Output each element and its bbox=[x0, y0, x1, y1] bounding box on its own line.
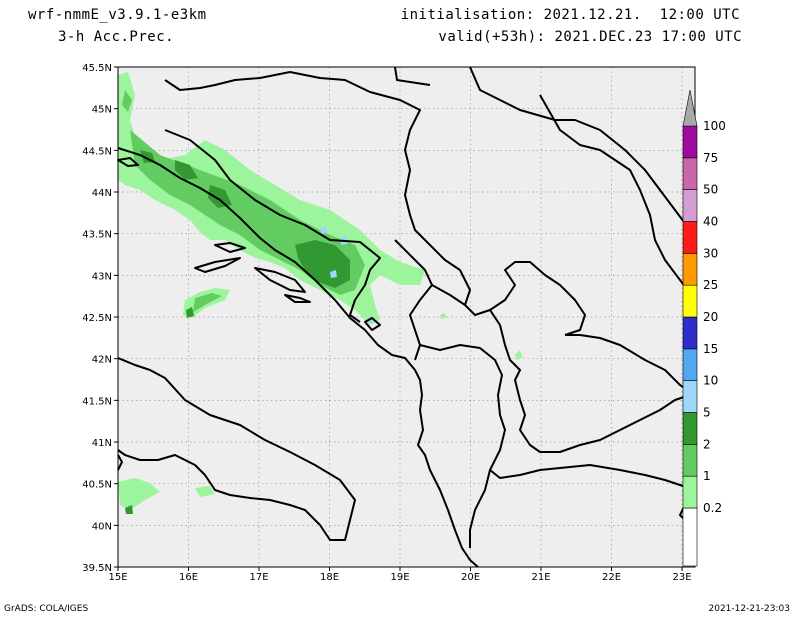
colorbar-segment bbox=[682, 125, 698, 159]
colorbar-segment bbox=[682, 221, 698, 254]
latitude-labels: 45.5N 45N 44.5N 44N 43.5N 43N 42.5N 42N 41.5N 41N… bbox=[82, 63, 118, 574]
colorbar-segment bbox=[682, 348, 698, 381]
lat-tick-label: 41.5N bbox=[82, 396, 112, 407]
colorbar-segment-above bbox=[682, 89, 698, 127]
lon-tick-label: 18E bbox=[320, 572, 339, 583]
colorbar-segment bbox=[682, 412, 698, 445]
lat-tick-label: 44N bbox=[92, 188, 112, 199]
colorbar-segment bbox=[682, 316, 698, 350]
colorbar-label: 25 bbox=[703, 278, 718, 292]
italy-coastline bbox=[117, 357, 356, 541]
adriatic-island-3 bbox=[254, 267, 306, 293]
adriatic-island-4 bbox=[284, 294, 311, 303]
colorbar-segment bbox=[682, 189, 698, 222]
colorbar-segment bbox=[682, 253, 698, 286]
lat-tick-label: 45.5N bbox=[82, 63, 112, 74]
colorbar-label: 50 bbox=[703, 183, 718, 197]
lat-tick-label: 40N bbox=[92, 521, 112, 532]
field-title: 3-h Acc.Prec. bbox=[58, 29, 175, 45]
italy-heel-coastline bbox=[117, 454, 123, 471]
lat-tick-label: 43N bbox=[92, 271, 112, 282]
model-title: wrf-nmmE_v3.9.1-e3km bbox=[28, 7, 207, 23]
colorbar-segment bbox=[682, 284, 698, 318]
hungary-romania bbox=[469, 66, 691, 231]
valid-time: valid(+53h): 2021.DEC.23 17:00 UTC bbox=[438, 29, 742, 45]
north-border bbox=[164, 71, 461, 271]
colorbar-segment bbox=[682, 380, 698, 413]
colorbar-segment bbox=[682, 444, 698, 477]
greece-north bbox=[489, 464, 696, 491]
lon-tick-label: 22E bbox=[602, 572, 621, 583]
lon-tick-label: 21E bbox=[531, 572, 550, 583]
colorbar-label: 40 bbox=[703, 215, 718, 229]
lon-tick-label: 20E bbox=[461, 572, 480, 583]
lat-tick-label: 44.5N bbox=[82, 146, 112, 157]
montenegro-border bbox=[394, 239, 433, 361]
lat-tick-label: 40.5N bbox=[82, 480, 112, 491]
lon-tick-label: 19E bbox=[390, 572, 409, 583]
colorbar-label: 30 bbox=[703, 246, 718, 260]
colorbar-segment-below bbox=[682, 507, 698, 567]
kosovo-south bbox=[431, 284, 466, 306]
lat-tick-label: 45N bbox=[92, 105, 112, 116]
lat-tick-label: 42.5N bbox=[82, 313, 112, 324]
lon-tick-label: 17E bbox=[249, 572, 268, 583]
colorbar-label: 2 bbox=[703, 437, 711, 451]
adriatic-island-5 bbox=[117, 157, 139, 167]
init-time: initialisation: 2021.12.21. 12:00 UTC bbox=[400, 7, 740, 23]
colorbar-label: 10 bbox=[703, 374, 718, 388]
colorbar-label: 1 bbox=[703, 469, 711, 483]
lon-tick-label: 16E bbox=[179, 572, 198, 583]
macedonia-border bbox=[489, 309, 691, 453]
albania-coastline bbox=[414, 369, 479, 568]
colorbar-label: 15 bbox=[703, 342, 718, 356]
grads-credit: GrADS: COLA/IGES bbox=[4, 604, 89, 614]
colorbar-label: 20 bbox=[703, 310, 718, 324]
serbia-north bbox=[394, 66, 431, 86]
kotor-bay bbox=[364, 317, 381, 331]
albania-east bbox=[419, 344, 506, 548]
colorbar-label: 100 bbox=[703, 119, 726, 133]
serbia-east bbox=[539, 94, 696, 301]
bosnia-border bbox=[164, 129, 381, 323]
coastlines-and-borders bbox=[117, 66, 696, 568]
colorbar-label: 75 bbox=[703, 151, 718, 165]
colorbar-label: 5 bbox=[703, 406, 711, 420]
colorbar-segment bbox=[682, 475, 698, 509]
croatia-coastline bbox=[117, 147, 416, 371]
adriatic-island-2 bbox=[194, 257, 241, 273]
lat-tick-label: 42N bbox=[92, 355, 112, 366]
render-timestamp: 2021-12-21-23:03 bbox=[708, 604, 791, 614]
colorbar-segment bbox=[682, 157, 698, 190]
macedonia-north bbox=[565, 334, 696, 396]
lon-tick-label: 15E bbox=[108, 572, 127, 583]
kosovo-border bbox=[459, 261, 586, 336]
lat-tick-label: 39.5N bbox=[82, 563, 112, 574]
longitude-labels: 15E 16E 17E 18E 19E 20E 21E 22E 23E bbox=[108, 567, 692, 583]
adriatic-island-1 bbox=[214, 242, 246, 253]
lat-tick-label: 43.5N bbox=[82, 230, 112, 241]
colorbar-label: 0.2 bbox=[703, 501, 722, 515]
precipitation-field bbox=[118, 72, 523, 514]
lat-tick-label: 41N bbox=[92, 438, 112, 449]
lon-tick-label: 23E bbox=[672, 572, 691, 583]
